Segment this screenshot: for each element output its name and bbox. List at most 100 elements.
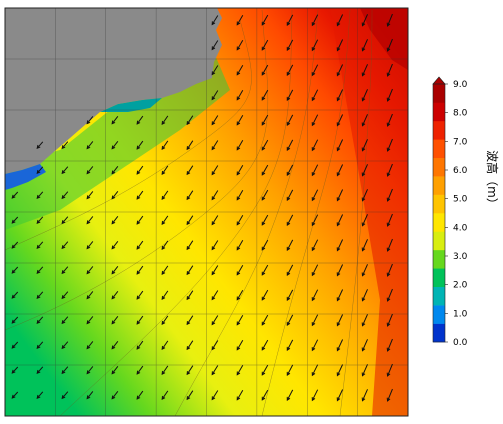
wave-direction-arrow	[186, 315, 194, 326]
wave-direction-arrow	[311, 289, 319, 302]
wave-direction-arrow	[261, 264, 269, 276]
wave-direction-arrow	[36, 366, 44, 374]
wave-direction-arrow	[336, 389, 344, 402]
wave-direction-arrow	[261, 364, 269, 376]
wave-direction-arrow	[386, 138, 393, 152]
wave-direction-arrow	[336, 164, 344, 177]
map-grid	[5, 8, 408, 416]
wave-direction-arrow	[136, 290, 144, 300]
wave-direction-arrow	[261, 39, 269, 51]
wave-direction-arrow	[236, 240, 244, 251]
wave-direction-arrow	[236, 340, 244, 351]
colorbar-segment	[433, 139, 445, 159]
wave-direction-arrow	[286, 339, 294, 352]
wave-direction-arrow	[386, 388, 393, 402]
wave-direction-arrow	[286, 14, 294, 27]
wave-direction-arrow	[236, 140, 244, 151]
colorbar-segments	[433, 84, 445, 343]
colorbar-segment	[433, 194, 445, 214]
wave-direction-arrow	[286, 364, 294, 377]
wave-direction-arrow	[261, 214, 269, 226]
wave-direction-arrow	[11, 341, 19, 349]
colorbar-segment	[433, 305, 445, 324]
map-frame	[4, 7, 409, 417]
colorbar-segment	[433, 157, 445, 177]
wave-direction-arrow	[311, 264, 319, 277]
wave-direction-arrow	[361, 164, 368, 177]
wave-contours	[5, 9, 373, 416]
wave-direction-arrow	[86, 116, 94, 125]
wave-direction-arrow	[336, 264, 344, 277]
wave-direction-arrow	[361, 189, 368, 202]
wave-direction-arrow	[386, 313, 393, 327]
colorbar-segment	[433, 176, 445, 195]
wave-direction-arrow	[36, 216, 44, 224]
wave-direction-arrow	[111, 290, 119, 300]
wave-direction-arrow	[86, 291, 94, 300]
coastal-shallows	[5, 164, 46, 190]
wave-direction-arrow	[336, 64, 344, 77]
wave-direction-arrow	[161, 340, 169, 350]
wave-direction-arrow	[86, 366, 94, 375]
wave-direction-arrow	[211, 115, 219, 126]
colorbar-tick-label: 2.0	[453, 281, 468, 291]
wave-direction-arrow	[161, 390, 169, 400]
wave-direction-arrow	[186, 340, 194, 351]
wave-direction-arrow	[261, 314, 269, 326]
colorbar-segment	[433, 213, 445, 232]
wave-direction-arrow	[236, 190, 244, 201]
wave-direction-arrow	[161, 365, 169, 375]
wave-direction-arrow	[261, 189, 269, 201]
wave-direction-arrow	[211, 65, 219, 76]
wave-direction-arrow	[36, 266, 44, 274]
colorbar-tick-label: 8.0	[453, 109, 468, 119]
wave-direction-arrow	[11, 366, 19, 374]
wave-direction-arrow	[311, 114, 319, 127]
wave-direction-arrow	[236, 290, 244, 301]
wave-direction-arrow	[161, 315, 169, 325]
wave-direction-arrow	[186, 390, 194, 401]
colorbar-tick-label: 7.0	[453, 137, 468, 147]
wave-direction-arrow	[261, 14, 269, 26]
wave-direction-arrow	[361, 114, 368, 127]
wave-direction-arrow	[386, 13, 393, 27]
wave-direction-arrow	[186, 265, 194, 276]
wave-direction-arrow	[136, 115, 144, 125]
colorbar-tick-label: 0.0	[453, 338, 468, 348]
wave-direction-arrow	[36, 166, 44, 174]
wave-direction-arrow	[186, 290, 194, 301]
wave-direction-arrow	[136, 165, 144, 175]
wave-direction-arrow	[286, 64, 294, 77]
wave-direction-arrow	[211, 265, 219, 276]
wave-direction-arrow	[161, 190, 169, 200]
wave-direction-arrow	[111, 115, 119, 125]
colorbar-tick-label: 1.0	[453, 309, 468, 319]
wave-direction-arrow	[186, 190, 194, 201]
wave-direction-arrow	[211, 390, 219, 401]
wave-direction-arrow	[161, 240, 169, 250]
colorbar-segment	[433, 249, 445, 269]
wave-direction-arrow	[211, 365, 219, 376]
wave-direction-arrows	[11, 13, 393, 402]
wave-direction-arrow	[61, 141, 69, 150]
wave-direction-arrow	[261, 164, 269, 176]
wave-direction-arrow	[311, 189, 319, 202]
wave-direction-arrow	[86, 166, 94, 175]
wave-direction-arrow	[261, 339, 269, 351]
wave-direction-arrow	[136, 315, 144, 325]
wave-direction-arrow	[286, 389, 294, 402]
wave-direction-arrow	[136, 390, 144, 400]
wave-direction-arrow	[11, 266, 19, 274]
colorbar-tick-label: 5.0	[453, 195, 468, 205]
wave-direction-arrow	[136, 265, 144, 275]
wave-direction-arrow	[261, 89, 269, 101]
wave-direction-arrow	[211, 90, 219, 101]
wave-direction-arrow	[236, 90, 244, 101]
wave-direction-arrow	[311, 314, 319, 327]
wave-direction-arrow	[361, 139, 368, 152]
wave-direction-arrow	[36, 291, 44, 299]
wave-direction-arrow	[86, 341, 94, 350]
wave-direction-arrow	[111, 265, 119, 275]
wave-direction-arrow	[111, 140, 119, 150]
